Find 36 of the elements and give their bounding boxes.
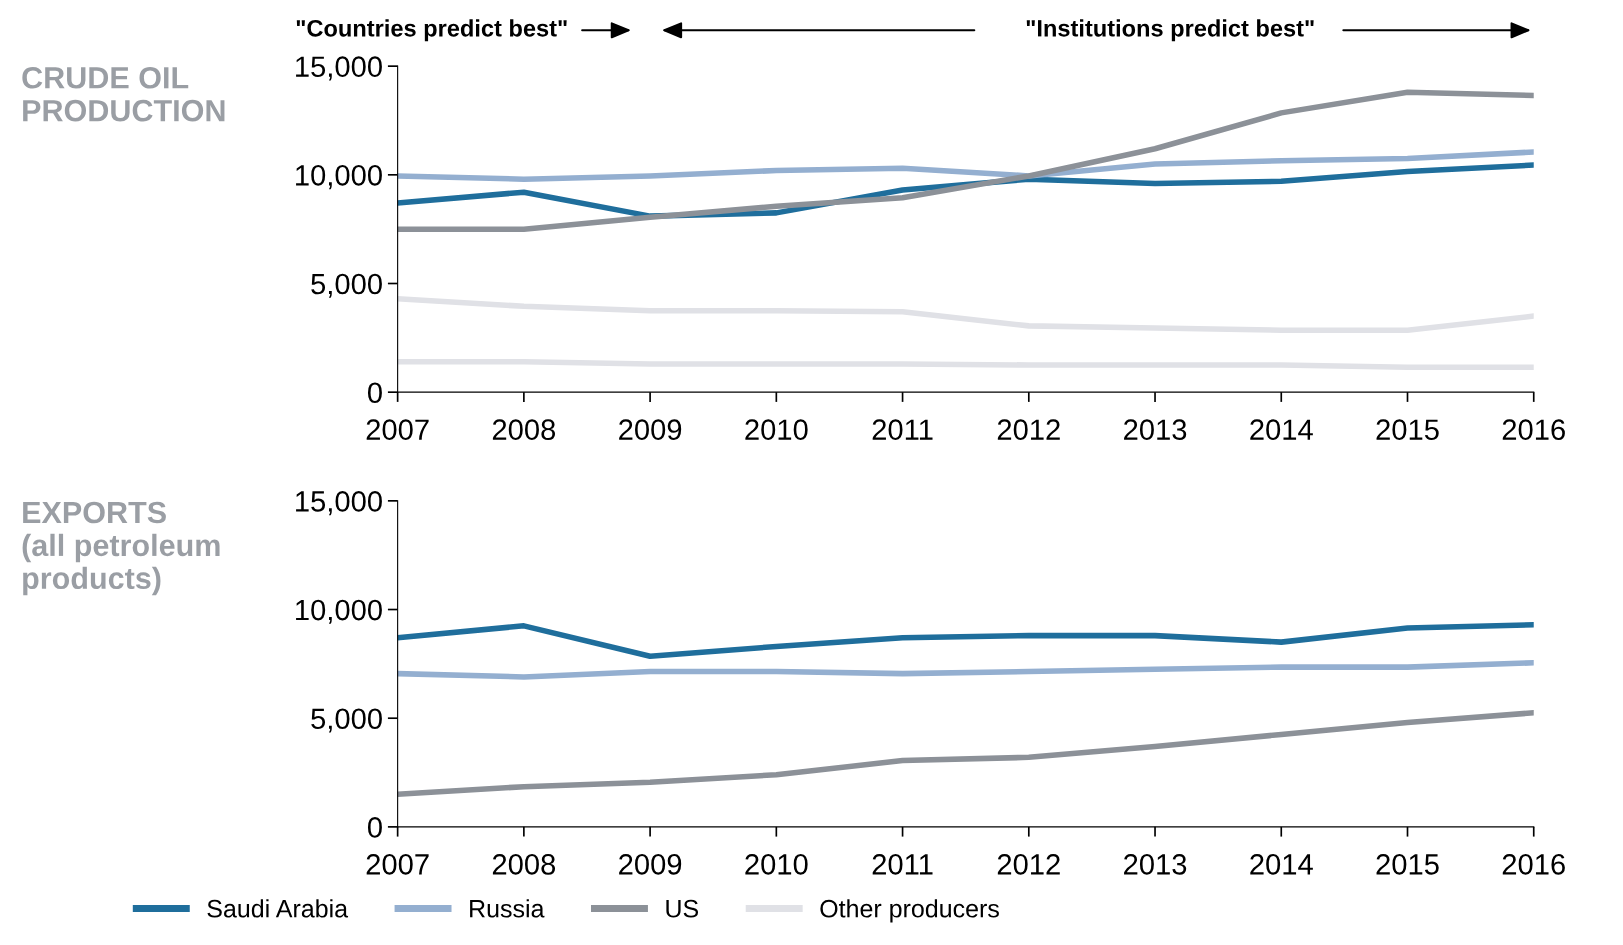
x-tick-label: 2012 — [997, 854, 1060, 875]
y-tick-label: 0 — [367, 382, 382, 404]
x-tick-label: 2014 — [1250, 419, 1313, 440]
x-tick-label: 2011 — [872, 419, 933, 440]
x-tick-label: 2015 — [1376, 419, 1439, 440]
x-tick-label: 2013 — [1124, 419, 1187, 440]
legend-label: Russia — [470, 899, 545, 918]
text: EXPORTS (all petroleum products) — [22, 501, 220, 596]
x-tick-label: 2010 — [745, 854, 808, 875]
y-tick-label: 10,000 — [296, 599, 382, 624]
x-tick-label: 2016 — [1502, 419, 1565, 440]
y-tick-label: 5,000 — [311, 708, 382, 733]
legend-label: Saudi Arabia — [207, 899, 349, 918]
y-tick-label: 0 — [367, 817, 382, 838]
x-tick-label: 2012 — [997, 419, 1060, 440]
x-tick-label: 2015 — [1376, 854, 1439, 875]
x-tick-label: 2008 — [492, 419, 556, 440]
x-tick-label: 2009 — [619, 419, 682, 440]
x-tick-label: 2007 — [366, 419, 429, 440]
y-tick-label: 15,000 — [296, 491, 382, 516]
x-tick-label: 2008 — [492, 854, 556, 875]
x-tick-label: 2014 — [1250, 854, 1313, 875]
x-tick-label: 2011 — [872, 854, 933, 875]
legend-label: Other producers — [820, 899, 999, 923]
x-tick-label: 2013 — [1124, 854, 1187, 875]
text: "Institutions predict best" — [1026, 19, 1314, 42]
y-tick-label: 5,000 — [311, 273, 382, 298]
text: "Countries predict best" — [296, 19, 567, 42]
x-tick-label: 2007 — [366, 854, 429, 875]
legend-label: US — [666, 899, 699, 918]
x-tick-label: 2016 — [1502, 854, 1565, 875]
x-tick-label: 2009 — [619, 854, 682, 875]
y-tick-label: 10,000 — [296, 165, 382, 190]
y-tick-label: 15,000 — [296, 56, 382, 81]
text: CRUDE OIL PRODUCTION — [22, 66, 225, 122]
x-tick-label: 2010 — [745, 419, 808, 440]
